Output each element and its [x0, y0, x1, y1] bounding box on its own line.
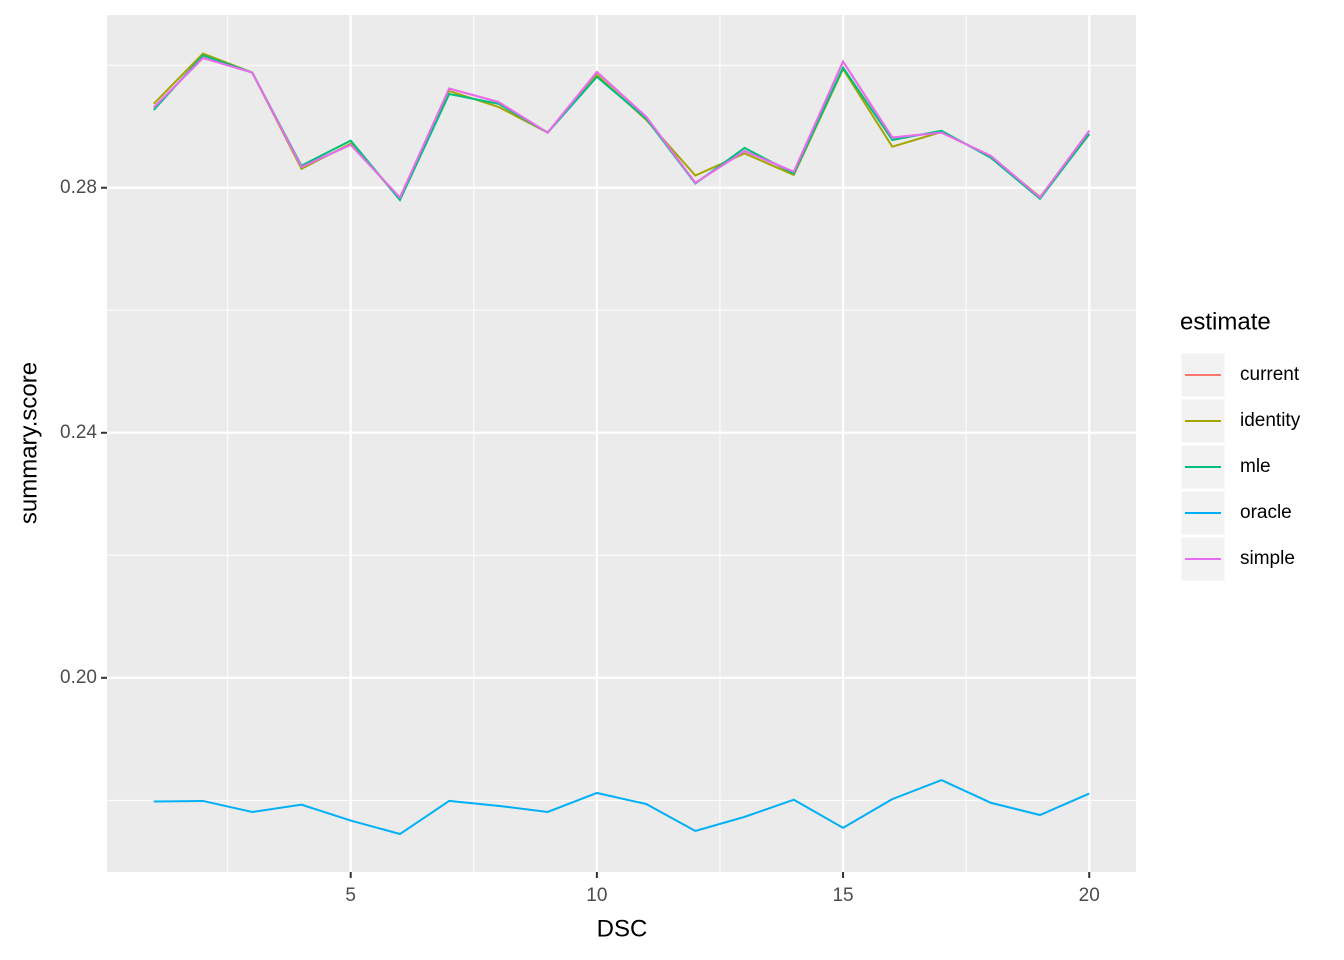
legend-label: current [1240, 364, 1300, 385]
x-tick-label: 15 [832, 885, 853, 906]
series-line [153, 779, 1090, 836]
legend-label: identity [1240, 410, 1301, 431]
y-tick-label: 0.20 [60, 667, 97, 688]
series-line [153, 56, 1091, 200]
y-tick-label: 0.24 [60, 422, 97, 443]
y-axis-label: summary.score [15, 362, 42, 524]
x-tick-label: 20 [1079, 885, 1100, 906]
x-tick-label: 10 [586, 885, 607, 906]
x-tick-label: 5 [345, 885, 356, 906]
panel-background [107, 15, 1136, 872]
x-axis-label: DSC [597, 915, 648, 942]
legend-label: mle [1240, 456, 1271, 477]
series-line [153, 54, 1091, 202]
legend-title: estimate [1180, 308, 1271, 335]
legend-label: oracle [1240, 502, 1292, 523]
legend-label: simple [1240, 548, 1295, 569]
y-tick-label: 0.28 [60, 177, 97, 198]
